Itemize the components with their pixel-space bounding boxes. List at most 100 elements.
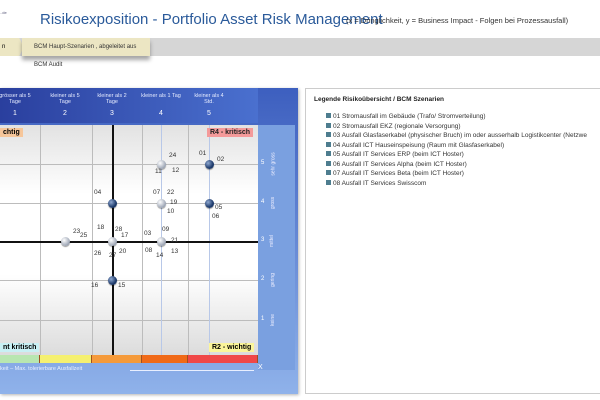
severity-segment <box>92 355 142 363</box>
severity-segment <box>40 355 92 363</box>
data-label: 23 <box>73 228 81 235</box>
data-point <box>60 236 70 246</box>
legend-item-text: 02 Stromausfall EKZ (regionale Versorgun… <box>333 122 461 130</box>
legend-panel: Legende Risikoübersicht / BCM Szenarien … <box>305 88 600 394</box>
legend-item: 02 Stromausfall EKZ (regionale Versorgun… <box>326 122 461 130</box>
legend-item-text: 07 Ausfall IT Services Beta (beim ICT Ho… <box>333 170 464 177</box>
column-number: 5 <box>207 110 211 117</box>
data-label: 10 <box>167 208 175 215</box>
data-label: 20 <box>119 248 127 255</box>
data-label: 13 <box>171 248 179 255</box>
data-point <box>107 275 117 285</box>
data-label: 03 <box>144 230 152 237</box>
breadcrumb <box>0 38 600 56</box>
impact-axis: 5 sehr gross 4 gross 3 mittel 2 gering 1 keine <box>258 125 295 370</box>
grid-line-vertical <box>142 125 143 355</box>
data-point <box>204 198 214 208</box>
row-label: keine <box>269 314 276 326</box>
legend-item-text: 01 Stromausfall im Gebäude (Trafo/ Strom… <box>333 113 486 120</box>
column-number: 4 <box>159 110 163 117</box>
data-label: 15 <box>118 282 126 289</box>
row-number: 5 <box>261 160 265 166</box>
row-label: sehr gross <box>270 152 277 176</box>
data-label: 11 <box>155 168 162 175</box>
x-axis-arrow <box>130 370 254 371</box>
row-number: 2 <box>261 276 265 282</box>
data-point <box>156 236 166 246</box>
data-point <box>156 159 166 169</box>
data-label: 25 <box>80 232 88 239</box>
row-number: 4 <box>261 199 265 205</box>
legend-bullet-icon <box>326 113 331 118</box>
legend-bullet-icon <box>326 179 331 185</box>
row-label: gross <box>270 196 277 210</box>
column-header-label: kleiner als 4 Std. <box>194 93 224 105</box>
row-label: mittel <box>268 235 275 247</box>
x-axis-label: keit – Max. tolerierbare Ausfallzeit <box>0 366 83 372</box>
data-label: 26 <box>94 250 102 257</box>
data-label: 04 <box>94 189 102 196</box>
data-label: 05 <box>215 204 223 211</box>
severity-bar <box>0 355 258 363</box>
data-label: 28 <box>115 226 123 233</box>
column-number: 3 <box>110 110 114 117</box>
severity-segment <box>142 355 188 363</box>
legend-item-text: 03 Ausfall Glasfaserkabel (physischer Br… <box>333 132 587 139</box>
logo: ..de <box>0 10 7 15</box>
quadrant-label-r4: R4 - kritisch <box>207 128 254 137</box>
data-point <box>204 159 214 169</box>
grid-line-horizontal <box>0 320 258 321</box>
legend-item: 08 Ausfall IT Services Swisscom <box>326 179 427 187</box>
data-label: 17 <box>121 232 129 239</box>
column-header-label: kleiner als 5 Tage <box>50 93 80 105</box>
axis-line-horizontal <box>0 241 258 243</box>
quadrant-label: chtig <box>0 128 23 137</box>
data-label: 06 <box>212 213 220 220</box>
legend-title: Legende Risikoübersicht / BCM Szenarien <box>314 96 445 103</box>
data-label: 19 <box>170 199 178 206</box>
legend-item: 04 Ausfall ICT Hauseinspeisung (Raum mit… <box>326 141 505 149</box>
column-header-label: grösser als 5 Tage <box>0 93 31 105</box>
data-point <box>107 236 117 246</box>
row-number: 3 <box>261 237 265 243</box>
breadcrumb-item-home[interactable]: n <box>0 38 24 56</box>
breadcrumb-item-scenarios[interactable]: BCM Haupt-Szenarien , abgeleitet aus BCM… <box>22 38 150 68</box>
data-label: 02 <box>217 156 225 163</box>
grid-line-horizontal <box>0 280 258 281</box>
data-point <box>156 198 166 208</box>
legend-item-text: 04 Ausfall ICT Hauseinspeisung (Raum mit… <box>333 141 505 149</box>
legend-bullet-icon <box>326 151 331 156</box>
grid-line-vertical <box>40 125 41 355</box>
legend-item-text: 06 Ausfall IT Services Alpha (beim ICT H… <box>333 160 467 168</box>
legend-item: 03 Ausfall Glasfaserkabel (physischer Br… <box>326 132 587 139</box>
data-label: 21 <box>171 237 179 244</box>
data-label: 01 <box>199 150 207 157</box>
data-point <box>107 198 117 208</box>
severity-segment <box>188 355 258 363</box>
grid-line-vertical <box>188 125 189 355</box>
data-label: 16 <box>91 282 99 289</box>
column-number: 2 <box>63 110 67 117</box>
data-label: 08 <box>145 247 153 254</box>
legend-bullet-icon <box>326 132 331 137</box>
grid-line-horizontal <box>0 164 258 165</box>
data-label: 07 <box>153 189 161 196</box>
legend-item-text: 08 Ausfall IT Services Swisscom <box>333 179 427 187</box>
data-label: 14 <box>156 252 164 259</box>
row-label: gering <box>269 273 276 287</box>
quadrant-label-r2: R2 - wichtig <box>209 343 255 352</box>
legend-bullet-icon <box>326 170 331 175</box>
legend-item: 05 Ausfall IT Services ERP (beim ICT Hos… <box>326 151 464 158</box>
data-label: 12 <box>172 167 180 174</box>
grid-line-vertical <box>209 125 210 355</box>
grid-line-horizontal <box>0 203 258 204</box>
legend-bullet-icon <box>326 160 331 166</box>
column-number: 1 <box>13 110 17 117</box>
x-axis-letter: X <box>258 364 263 371</box>
risk-matrix-plot <box>0 125 258 355</box>
data-label: 27 <box>109 252 117 259</box>
page-subtitle: (x = Dringlichkeit, y = Business Impact … <box>346 16 569 25</box>
data-label: 24 <box>169 152 177 159</box>
column-header-label: kleiner als 1 Tag <box>141 93 181 99</box>
urgency-header: grösser als 5 Tage 1 kleiner als 5 Tage 2 kl… <box>0 88 258 123</box>
